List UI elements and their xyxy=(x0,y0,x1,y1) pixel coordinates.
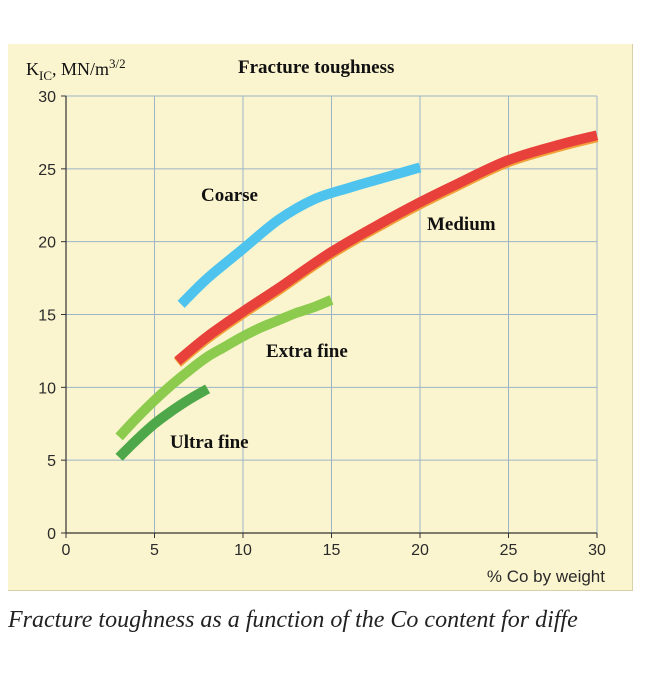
series-label-ultra-fine: Ultra fine xyxy=(170,432,249,453)
x-tick-label-15: 15 xyxy=(323,542,341,559)
y-axis-label-rest: , MN/m xyxy=(52,59,109,79)
series-line-coarse xyxy=(177,162,422,308)
y-axis-label-sub: IC xyxy=(39,68,52,83)
grid xyxy=(66,95,598,533)
y-tick-label-25: 25 xyxy=(38,162,56,179)
y-axis-label-main: K xyxy=(26,59,39,79)
y-tick-label-20: 20 xyxy=(38,235,56,252)
x-tick-label-5: 5 xyxy=(150,542,159,559)
tick-labels: 0 5 10 15 20 25 30 0 5 10 15 20 25 30 xyxy=(38,89,606,559)
fracture-toughness-chart: 0 5 10 15 20 25 30 0 5 10 15 20 25 30 Fracture toughn… xyxy=(26,56,606,586)
series-label-medium: Medium xyxy=(427,214,496,235)
series-line-medium xyxy=(174,130,599,365)
series-label-coarse: Coarse xyxy=(201,185,258,206)
chart-panel: 0 5 10 15 20 25 30 0 5 10 15 20 25 30 Fracture toughn… xyxy=(8,44,633,591)
series-lines xyxy=(115,130,599,461)
series-line-extra-fine xyxy=(115,295,334,441)
chart-title: Fracture toughness xyxy=(238,57,394,78)
x-tick-label-25: 25 xyxy=(500,542,518,559)
axes xyxy=(61,95,598,538)
y-axis-label: KIC, MN/m3/2 xyxy=(26,56,126,83)
y-tick-label-30: 30 xyxy=(38,89,56,106)
y-tick-label-15: 15 xyxy=(38,308,56,325)
x-tick-label-30: 30 xyxy=(588,542,606,559)
x-tick-label-10: 10 xyxy=(234,542,252,559)
figure-caption: Fracture toughness as a function of the … xyxy=(8,607,578,633)
x-tick-label-20: 20 xyxy=(411,542,429,559)
series-label-extra-fine: Extra fine xyxy=(266,341,348,362)
series-line-ultra-fine xyxy=(115,384,211,461)
x-axis-label: % Co by weight xyxy=(487,567,605,586)
y-tick-label-0: 0 xyxy=(47,526,56,543)
x-tick-label-0: 0 xyxy=(62,542,71,559)
y-tick-label-5: 5 xyxy=(47,453,56,470)
y-axis-label-sup: 3/2 xyxy=(109,56,126,71)
y-tick-label-10: 10 xyxy=(38,380,56,397)
